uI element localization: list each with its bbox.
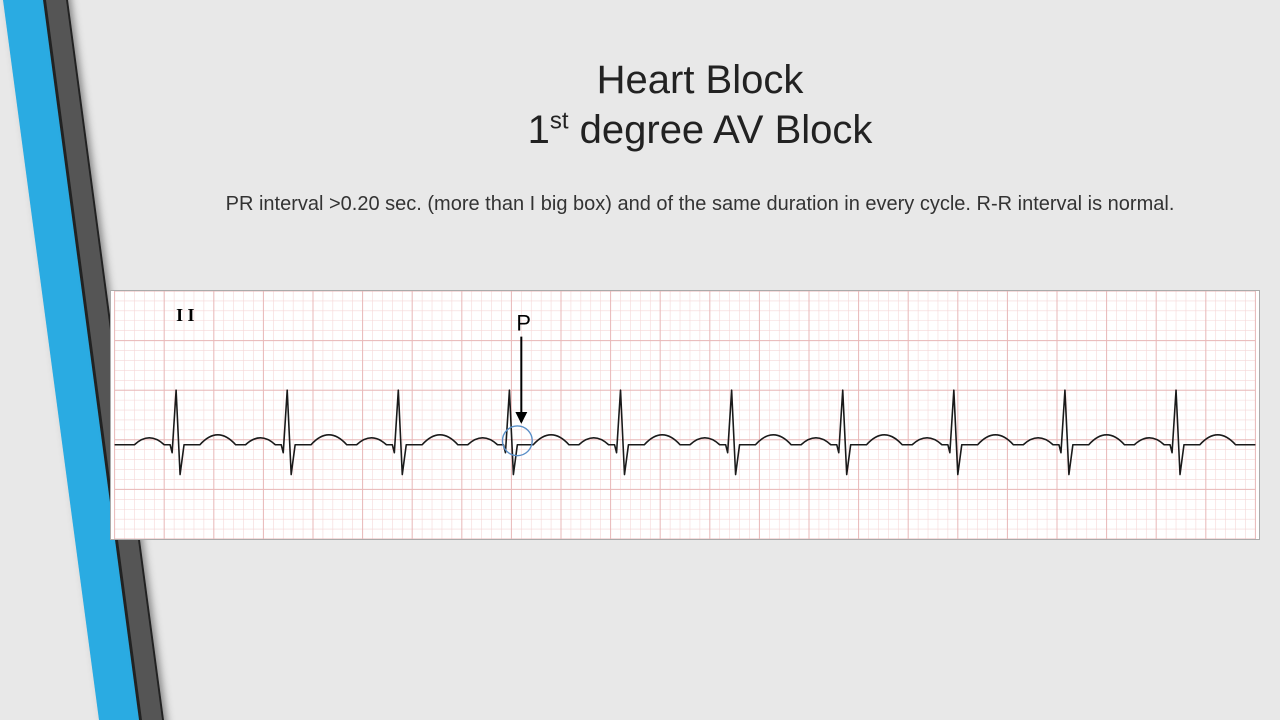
title-line-2: 1st degree AV Block bbox=[180, 105, 1220, 155]
title-line-2-post: degree AV Block bbox=[569, 108, 873, 152]
subtitle: PR interval >0.20 sec. (more than I big … bbox=[180, 188, 1220, 220]
title-line-2-pre: 1 bbox=[528, 108, 550, 152]
p-arrow-head bbox=[515, 412, 527, 424]
title-line-1: Heart Block bbox=[180, 55, 1220, 105]
ecg-strip: I IP bbox=[110, 290, 1260, 540]
title-block: Heart Block 1st degree AV Block bbox=[180, 55, 1220, 155]
lead-label: I I bbox=[176, 305, 194, 325]
p-label: P bbox=[516, 311, 531, 336]
ecg-svg: I IP bbox=[111, 291, 1259, 539]
title-line-2-sup: st bbox=[550, 108, 569, 135]
ecg-trace bbox=[115, 390, 1256, 474]
slide: Heart Block 1st degree AV Block PR inter… bbox=[0, 0, 1280, 720]
